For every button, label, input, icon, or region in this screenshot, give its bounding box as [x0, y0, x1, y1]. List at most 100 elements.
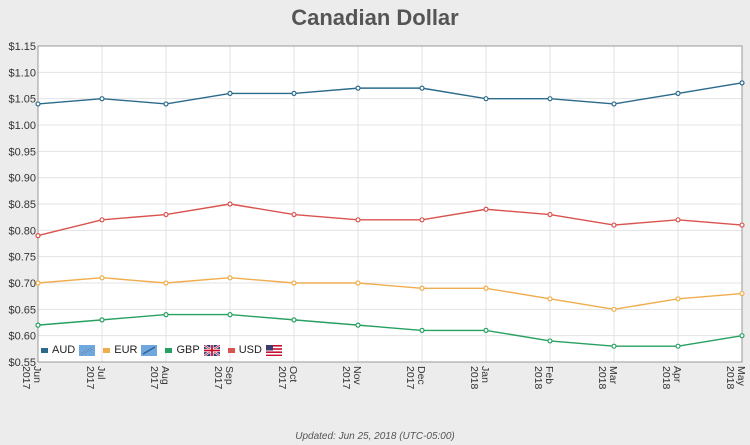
data-point-gbp[interactable]	[611, 343, 617, 349]
data-point-gbp[interactable]	[355, 322, 361, 328]
legend-label: AUD	[52, 344, 76, 356]
legend-label: USD	[238, 344, 262, 356]
data-point-gbp[interactable]	[227, 312, 233, 318]
y-axis: $1.15 $1.10 $1.05 $1.00 $0.95 $0.90 $0.85 $0.80…	[8, 41, 36, 369]
y-tick-label: $0.80	[8, 225, 36, 237]
uk-flag-icon	[203, 344, 220, 356]
series-line-aud	[37, 82, 743, 105]
data-point-aud[interactable]	[227, 90, 233, 97]
data-point-eur[interactable]	[99, 275, 105, 281]
data-point-eur[interactable]	[483, 285, 489, 291]
data-point-usd[interactable]	[739, 222, 745, 228]
data-point-gbp[interactable]	[483, 327, 489, 333]
x-tick-label: Jul2017	[84, 366, 107, 390]
x-tick-label: Jun2017	[20, 366, 43, 390]
y-tick-label: $1.05	[8, 94, 36, 106]
x-tick-label: Nov2017	[340, 366, 363, 390]
data-point-eur[interactable]	[611, 306, 617, 312]
usa-flag-icon	[265, 344, 282, 356]
plot-border	[37, 45, 743, 363]
data-point-aud[interactable]	[35, 101, 41, 107]
data-point-usd[interactable]	[291, 211, 297, 218]
legend-swatch	[41, 347, 48, 353]
chart-title: Canadian Dollar	[291, 5, 459, 30]
data-point-gbp[interactable]	[35, 322, 41, 328]
data-point-aud[interactable]	[99, 96, 105, 102]
legend: AUD EUR GBP USD	[41, 344, 282, 356]
data-point-eur[interactable]	[291, 280, 297, 286]
data-point-usd[interactable]	[99, 217, 105, 223]
legend-item-usd[interactable]: USD	[227, 344, 282, 356]
y-tick-label: $0.85	[8, 199, 36, 211]
updated-footer: Updated: Jun 25, 2018 (UTC-05:00)	[295, 431, 455, 442]
data-point-gbp[interactable]	[739, 333, 745, 339]
data-point-eur[interactable]	[419, 285, 425, 291]
y-tick-label: $1.15	[8, 41, 36, 53]
x-tick-label: Feb2018	[532, 366, 555, 390]
legend-swatch	[165, 347, 173, 353]
legend-swatch	[227, 347, 235, 353]
data-point-eur[interactable]	[35, 280, 41, 286]
data-point-eur[interactable]	[675, 296, 681, 302]
data-point-usd[interactable]	[355, 217, 361, 223]
gridlines	[37, 45, 743, 363]
data-point-usd[interactable]	[419, 217, 425, 223]
y-tick-label: $0.95	[8, 146, 36, 158]
y-tick-label: $0.55	[8, 357, 36, 369]
data-point-aud[interactable]	[547, 96, 553, 102]
data-point-gbp[interactable]	[291, 317, 297, 323]
data-point-aud[interactable]	[611, 101, 617, 107]
x-tick-label: Jan2018	[468, 366, 491, 390]
y-tick-label: $0.65	[8, 304, 36, 316]
legend-label: EUR	[114, 344, 138, 356]
legend-item-aud[interactable]: AUD	[41, 344, 96, 356]
series-line-gbp	[37, 313, 743, 347]
x-tick-label: Sep2017	[212, 366, 235, 390]
data-point-eur[interactable]	[547, 296, 553, 302]
x-tick-label: May2018	[724, 366, 747, 390]
data-point-aud[interactable]	[419, 85, 425, 91]
data-point-gbp[interactable]	[163, 312, 169, 318]
data-point-gbp[interactable]	[675, 343, 681, 349]
data-point-aud[interactable]	[675, 90, 681, 97]
data-point-gbp[interactable]	[547, 338, 553, 344]
data-point-aud[interactable]	[739, 80, 745, 86]
data-point-usd[interactable]	[483, 206, 489, 212]
data-point-usd[interactable]	[547, 211, 553, 218]
series-line-usd	[37, 203, 743, 237]
data-point-usd[interactable]	[35, 233, 41, 239]
legend-item-gbp[interactable]: GBP	[165, 344, 220, 356]
x-tick-label: Oct2017	[276, 366, 299, 390]
data-point-eur[interactable]	[163, 280, 169, 286]
legend-item-eur[interactable]: EUR	[103, 344, 158, 356]
data-point-gbp[interactable]	[99, 317, 105, 323]
y-tick-label: $0.90	[8, 173, 36, 185]
data-point-aud[interactable]	[163, 101, 169, 107]
y-tick-label: $1.10	[8, 67, 36, 79]
data-point-usd[interactable]	[227, 201, 233, 207]
eu-flag-icon	[141, 344, 158, 356]
data-point-usd[interactable]	[611, 222, 617, 228]
x-axis: Jun2017 Jul2017 Aug2017 Sep2017 Oct2017 Nov20…	[20, 366, 747, 390]
y-tick-label: $0.70	[8, 278, 36, 290]
data-point-usd[interactable]	[675, 217, 681, 223]
series-line-eur	[37, 277, 743, 311]
series-group	[35, 80, 745, 349]
data-point-aud[interactable]	[483, 96, 489, 102]
legend-label: GBP	[176, 344, 200, 356]
x-tick-label: Dec2017	[404, 366, 427, 390]
data-point-eur[interactable]	[739, 290, 745, 297]
data-point-gbp[interactable]	[419, 327, 425, 333]
data-point-aud[interactable]	[291, 90, 297, 97]
data-point-aud[interactable]	[355, 85, 361, 91]
australia-flag-icon	[79, 344, 96, 356]
data-point-usd[interactable]	[163, 211, 169, 218]
y-tick-label: $0.60	[8, 331, 36, 343]
data-point-eur[interactable]	[355, 280, 361, 286]
x-tick-label: Mar2018	[596, 366, 619, 390]
legend-swatch	[103, 347, 111, 353]
y-tick-label: $1.00	[8, 120, 36, 132]
y-tick-label: $0.75	[8, 252, 36, 264]
data-point-eur[interactable]	[227, 275, 233, 281]
x-tick-label: Aug2017	[148, 366, 171, 390]
